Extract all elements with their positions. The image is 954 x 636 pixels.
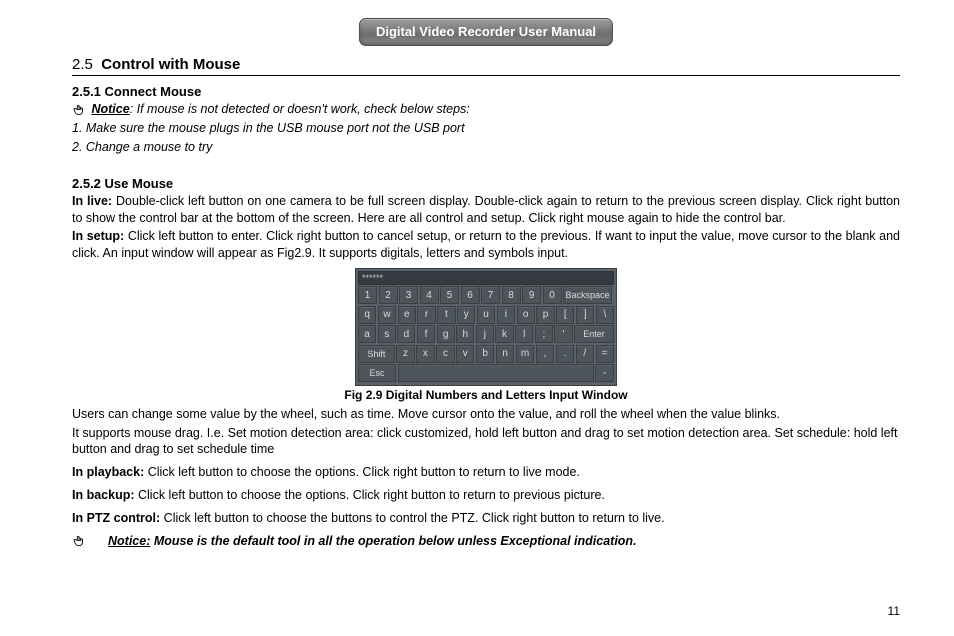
key-y: y: [457, 306, 475, 324]
key-j: j: [476, 325, 494, 343]
key-s: s: [378, 325, 396, 343]
key-v: v: [456, 345, 474, 363]
key-a: a: [358, 325, 376, 343]
key-4: 4: [420, 286, 439, 304]
in-backup-paragraph: In backup: Click left button to choose t…: [72, 487, 900, 504]
key-sym: ;: [535, 325, 553, 343]
key-r: r: [417, 306, 435, 324]
keyboard-row-1: 1234567890Backspace: [357, 286, 615, 306]
key-2: 2: [379, 286, 398, 304]
key-3: 3: [399, 286, 418, 304]
key-sym: ': [554, 325, 572, 343]
key-k: k: [495, 325, 513, 343]
section-rule: [72, 75, 900, 76]
key-z: z: [396, 345, 414, 363]
key-i: i: [497, 306, 515, 324]
key-1: 1: [358, 286, 377, 304]
keyboard-row-3: asdfghjkl;'Enter: [357, 325, 615, 345]
key-x: x: [416, 345, 434, 363]
notice-step-2: 2. Change a mouse to try: [72, 139, 900, 156]
key-o: o: [517, 306, 535, 324]
in-ptz-label: In PTZ control:: [72, 511, 160, 525]
keyboard-row-2: qwertyuiop[]\: [357, 306, 615, 326]
subsection-251-heading: 2.5.1 Connect Mouse: [72, 84, 900, 99]
keyboard-figure: ****** 1234567890Backspace qwertyuiop[]\…: [355, 268, 617, 386]
key-esc: Esc: [358, 364, 396, 382]
in-setup-label: In setup:: [72, 229, 124, 243]
in-playback-label: In playback:: [72, 465, 144, 479]
notice-text: : If mouse is not detected or doesn't wo…: [130, 102, 470, 116]
key-shift: Shift: [358, 345, 395, 363]
key-e: e: [398, 306, 416, 324]
in-ptz-text: Click left button to choose the buttons …: [160, 511, 664, 525]
key-5: 5: [440, 286, 459, 304]
key-sym: ,: [536, 345, 554, 363]
keyboard-row-5: Esc -: [357, 364, 615, 384]
key-m: m: [516, 345, 534, 363]
key-sym: [: [556, 306, 574, 324]
key-w: w: [378, 306, 396, 324]
key-sym: =: [596, 345, 614, 363]
subsection-252-body: In live: Double-click left button on one…: [72, 193, 900, 263]
key-q: q: [358, 306, 376, 324]
subsection-251-body: Notice: If mouse is not detected or does…: [72, 101, 900, 156]
page-number: 11: [888, 604, 900, 618]
key-p: p: [536, 306, 554, 324]
key-n: n: [496, 345, 514, 363]
key-h: h: [456, 325, 474, 343]
keyboard-input-field: ******: [358, 271, 614, 285]
key-0: 0: [543, 286, 562, 304]
keyboard-row-4: Shift zxcvbnm,./=: [357, 345, 615, 365]
key-d: d: [397, 325, 415, 343]
key-f: f: [417, 325, 435, 343]
key-u: u: [477, 306, 495, 324]
notice-label: Notice: [91, 102, 129, 116]
key-backspace: Backspace: [563, 286, 612, 304]
drag-paragraph: It supports mouse drag. I.e. Set motion …: [72, 425, 900, 459]
wheel-paragraph: Users can change some value by the wheel…: [72, 406, 900, 423]
final-notice-label: Notice:: [108, 534, 150, 548]
final-notice-text: Mouse is the default tool in all the ope…: [150, 534, 636, 548]
in-live-paragraph: In live: Double-click left button on one…: [72, 193, 900, 227]
key-t: t: [437, 306, 455, 324]
key-c: c: [436, 345, 454, 363]
subsection-252-heading: 2.5.2 Use Mouse: [72, 176, 900, 191]
key-sym: \: [596, 306, 614, 324]
section-title: Control with Mouse: [101, 56, 240, 73]
notice-step-1: 1. Make sure the mouse plugs in the USB …: [72, 120, 900, 137]
key-l: l: [515, 325, 533, 343]
key-enter: Enter: [574, 325, 614, 343]
in-playback-paragraph: In playback: Click left button to choose…: [72, 464, 900, 481]
final-notice: Notice: Mouse is the default tool in all…: [72, 533, 900, 552]
key-9: 9: [522, 286, 541, 304]
manual-title: Digital Video Recorder User Manual: [359, 18, 613, 46]
key-space: [398, 364, 594, 382]
in-setup-paragraph: In setup: Click left button to enter. Cl…: [72, 228, 900, 262]
section-number: 2.5: [72, 56, 93, 73]
key-8: 8: [502, 286, 521, 304]
key-7: 7: [481, 286, 500, 304]
pointer-icon: [72, 534, 86, 548]
in-live-text: Double-click left button on one camera t…: [72, 194, 900, 225]
key-b: b: [476, 345, 494, 363]
key-g: g: [437, 325, 455, 343]
key-sym: ]: [576, 306, 594, 324]
onscreen-keyboard: ****** 1234567890Backspace qwertyuiop[]\…: [355, 268, 617, 386]
in-setup-text: Click left button to enter. Click right …: [72, 229, 900, 260]
in-backup-text: Click left button to choose the options.…: [135, 488, 605, 502]
in-live-label: In live:: [72, 194, 112, 208]
in-playback-text: Click left button to choose the options.…: [144, 465, 580, 479]
key-dash: -: [595, 364, 614, 382]
key-6: 6: [461, 286, 480, 304]
page-header: Digital Video Recorder User Manual: [72, 18, 900, 48]
pointer-icon: [72, 103, 86, 117]
section-heading: 2.5 Control with Mouse: [72, 56, 900, 73]
in-ptz-paragraph: In PTZ control: Click left button to cho…: [72, 510, 900, 527]
key-sym: .: [556, 345, 574, 363]
post-figure-body: Users can change some value by the wheel…: [72, 406, 900, 552]
key-sym: /: [576, 345, 594, 363]
figure-caption: Fig 2.9 Digital Numbers and Letters Inpu…: [72, 388, 900, 402]
in-backup-label: In backup:: [72, 488, 135, 502]
